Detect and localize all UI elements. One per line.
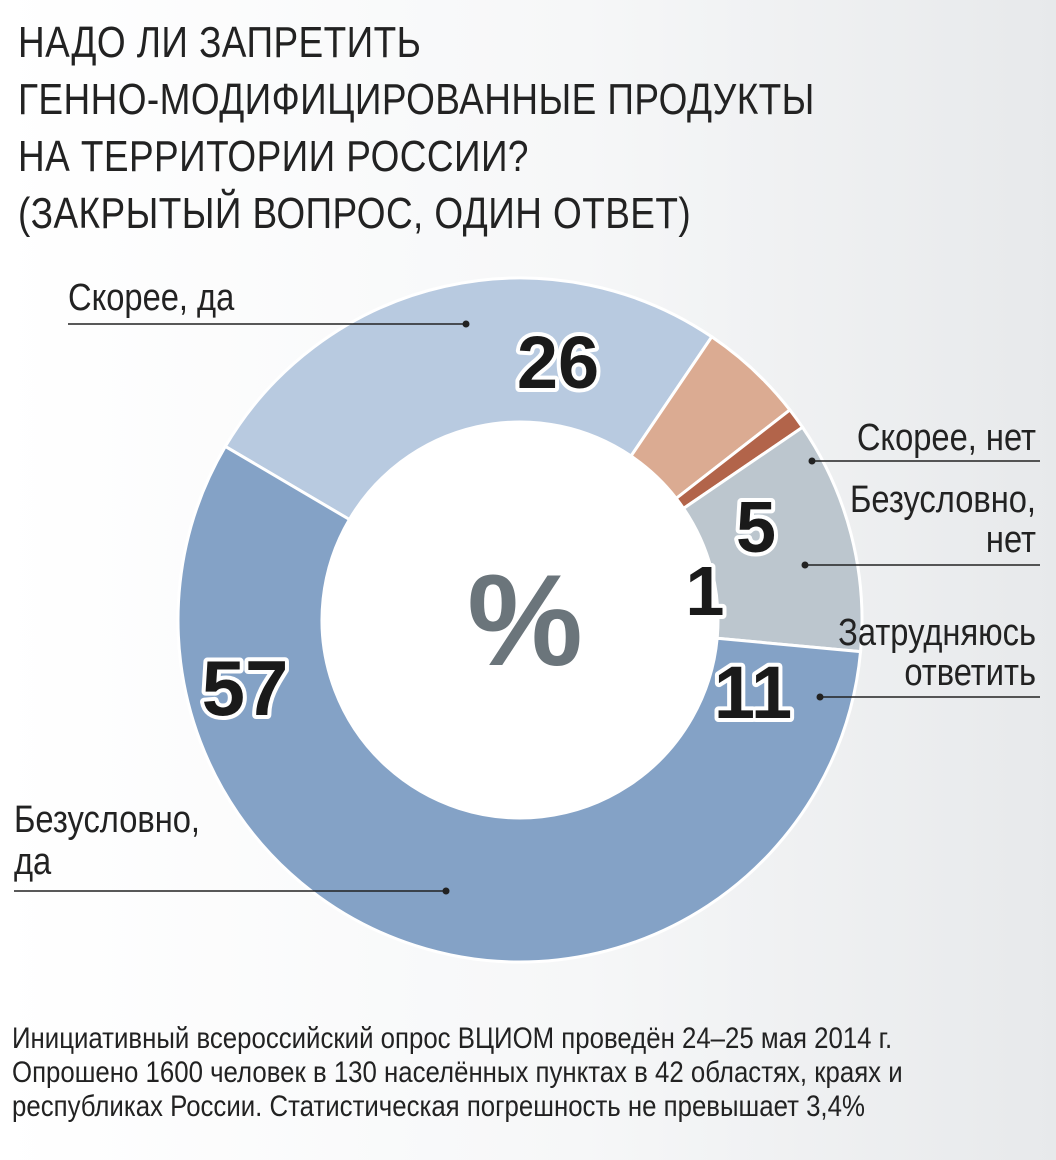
leader-dot [801,561,809,569]
label-line: Скорее, нет [857,416,1036,459]
label-line: ответить [904,651,1036,694]
label-скорее-да: Скорее, да [68,276,470,328]
value-label-скорее-да: 26 [517,321,599,404]
footnote-line-2: Опрошено 1600 человек в 130 населённых п… [12,1056,903,1089]
footnote-line-1: Инициативный всероссийский опрос ВЦИОМ п… [12,1022,893,1055]
value-label-безусловно-да: 57 [202,644,289,732]
slice-безусловно-да [176,444,863,964]
label-скорее-нет: Скорее, нет [808,416,1040,465]
title-line-2: ГЕННО-МОДИФИЦИРОВАННЫЕ ПРОДУКТЫ [18,75,815,124]
leader-dot [816,693,824,701]
title-line-1: НАДО ЛИ ЗАПРЕТИТЬ [18,18,422,67]
label-line: да [14,840,52,883]
label-line: Затрудняюсь [838,611,1036,654]
label-безусловно-нет: Безусловно,нет [801,478,1040,569]
slice-скорее-да [223,276,714,522]
percent-symbol: % [467,547,583,693]
label-безусловно-да: Безусловно,да [14,798,450,895]
donut-hole [323,423,717,817]
value-label-безусловно-нет: 1 [686,552,725,630]
label-line: Безусловно, [14,798,200,841]
value-label-скорее-нет: 5 [736,488,776,568]
leader-dot [462,320,470,328]
title-line-3: НА ТЕРРИТОРИИ РОССИИ? [18,132,529,181]
value-label-затрудняюсь-ответить: 11 [714,651,792,734]
title-line-4: (ЗАКРЫТЫЙ ВОПРОС, ОДИН ОТВЕТ) [18,189,692,238]
label-line: Скорее, да [68,276,235,319]
footnote-line-3: республиках России. Статистическая погре… [12,1090,865,1123]
label-line: Безусловно, [850,478,1036,521]
chart-title: НАДО ЛИ ЗАПРЕТИТЬ ГЕННО-МОДИФИЦИРОВАННЫЕ… [18,14,858,242]
leader-dot [442,887,450,895]
survey-footnote: Инициативный всероссийский опрос ВЦИОМ п… [12,1022,1001,1124]
leader-dot [808,457,816,465]
label-line: нет [986,518,1036,561]
slices [176,276,864,964]
